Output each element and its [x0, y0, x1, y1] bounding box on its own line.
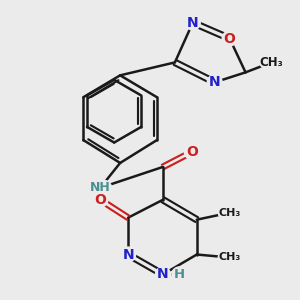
Text: N: N	[122, 248, 134, 262]
Circle shape	[184, 145, 199, 160]
Text: N: N	[187, 16, 199, 30]
Text: NH: NH	[90, 181, 111, 194]
Text: O: O	[186, 145, 198, 159]
Text: O: O	[224, 32, 236, 46]
Text: N: N	[157, 267, 169, 281]
Circle shape	[93, 192, 108, 207]
Text: CH₃: CH₃	[218, 208, 241, 218]
Circle shape	[155, 267, 170, 282]
Circle shape	[185, 15, 200, 30]
Text: H: H	[174, 268, 185, 281]
Circle shape	[172, 267, 187, 282]
Text: CH₃: CH₃	[218, 253, 241, 262]
Ellipse shape	[260, 54, 283, 71]
Circle shape	[222, 31, 237, 46]
Text: CH₃: CH₃	[260, 56, 283, 69]
Circle shape	[121, 247, 136, 262]
Ellipse shape	[218, 204, 241, 221]
Text: N: N	[209, 75, 220, 89]
Ellipse shape	[218, 249, 241, 266]
Ellipse shape	[89, 179, 112, 196]
Circle shape	[207, 75, 222, 90]
Text: O: O	[94, 193, 106, 207]
